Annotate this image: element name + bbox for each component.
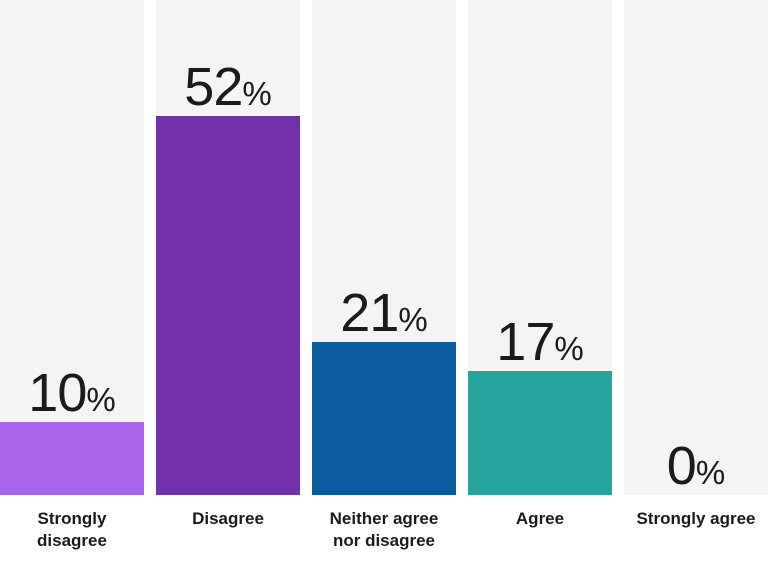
value-number: 10 [28, 363, 87, 424]
percent-sign: % [86, 381, 116, 419]
category-label: Agree [515, 509, 565, 528]
percent-sign: % [242, 75, 272, 113]
value-number: 0 [666, 436, 697, 496]
value-number: 21 [340, 283, 399, 344]
column-track [0, 0, 144, 495]
bar [312, 342, 456, 495]
bar [156, 116, 300, 495]
bar [468, 371, 612, 495]
bar-column-3: 21% Neither agree nor disagree [312, 0, 456, 573]
percent-sign: % [695, 454, 726, 491]
category-label: Neither agree nor disagree [329, 509, 439, 550]
value-label: 0% [667, 439, 725, 493]
value-number: 52 [184, 57, 243, 118]
percent-sign: % [398, 301, 428, 339]
value-label: 17% [496, 315, 583, 369]
category-label: Disagree [192, 509, 264, 528]
percent-sign: % [554, 330, 584, 368]
value-label: 10% [28, 366, 115, 420]
category-label: Strongly agree [636, 509, 756, 528]
bar-column-4: 17% Agree [468, 0, 612, 573]
bar-column-1: 10% Strongly disagree [0, 0, 144, 573]
bar-column-2: 52% Disagree [156, 0, 300, 573]
bar [0, 422, 144, 495]
bar-column-5: 0% Strongly agree [624, 0, 768, 573]
category-label: Strongly disagree [37, 509, 107, 550]
value-label: 21% [340, 286, 427, 340]
value-label: 52% [184, 60, 271, 114]
column-track [624, 0, 768, 495]
value-number: 17 [496, 312, 555, 373]
